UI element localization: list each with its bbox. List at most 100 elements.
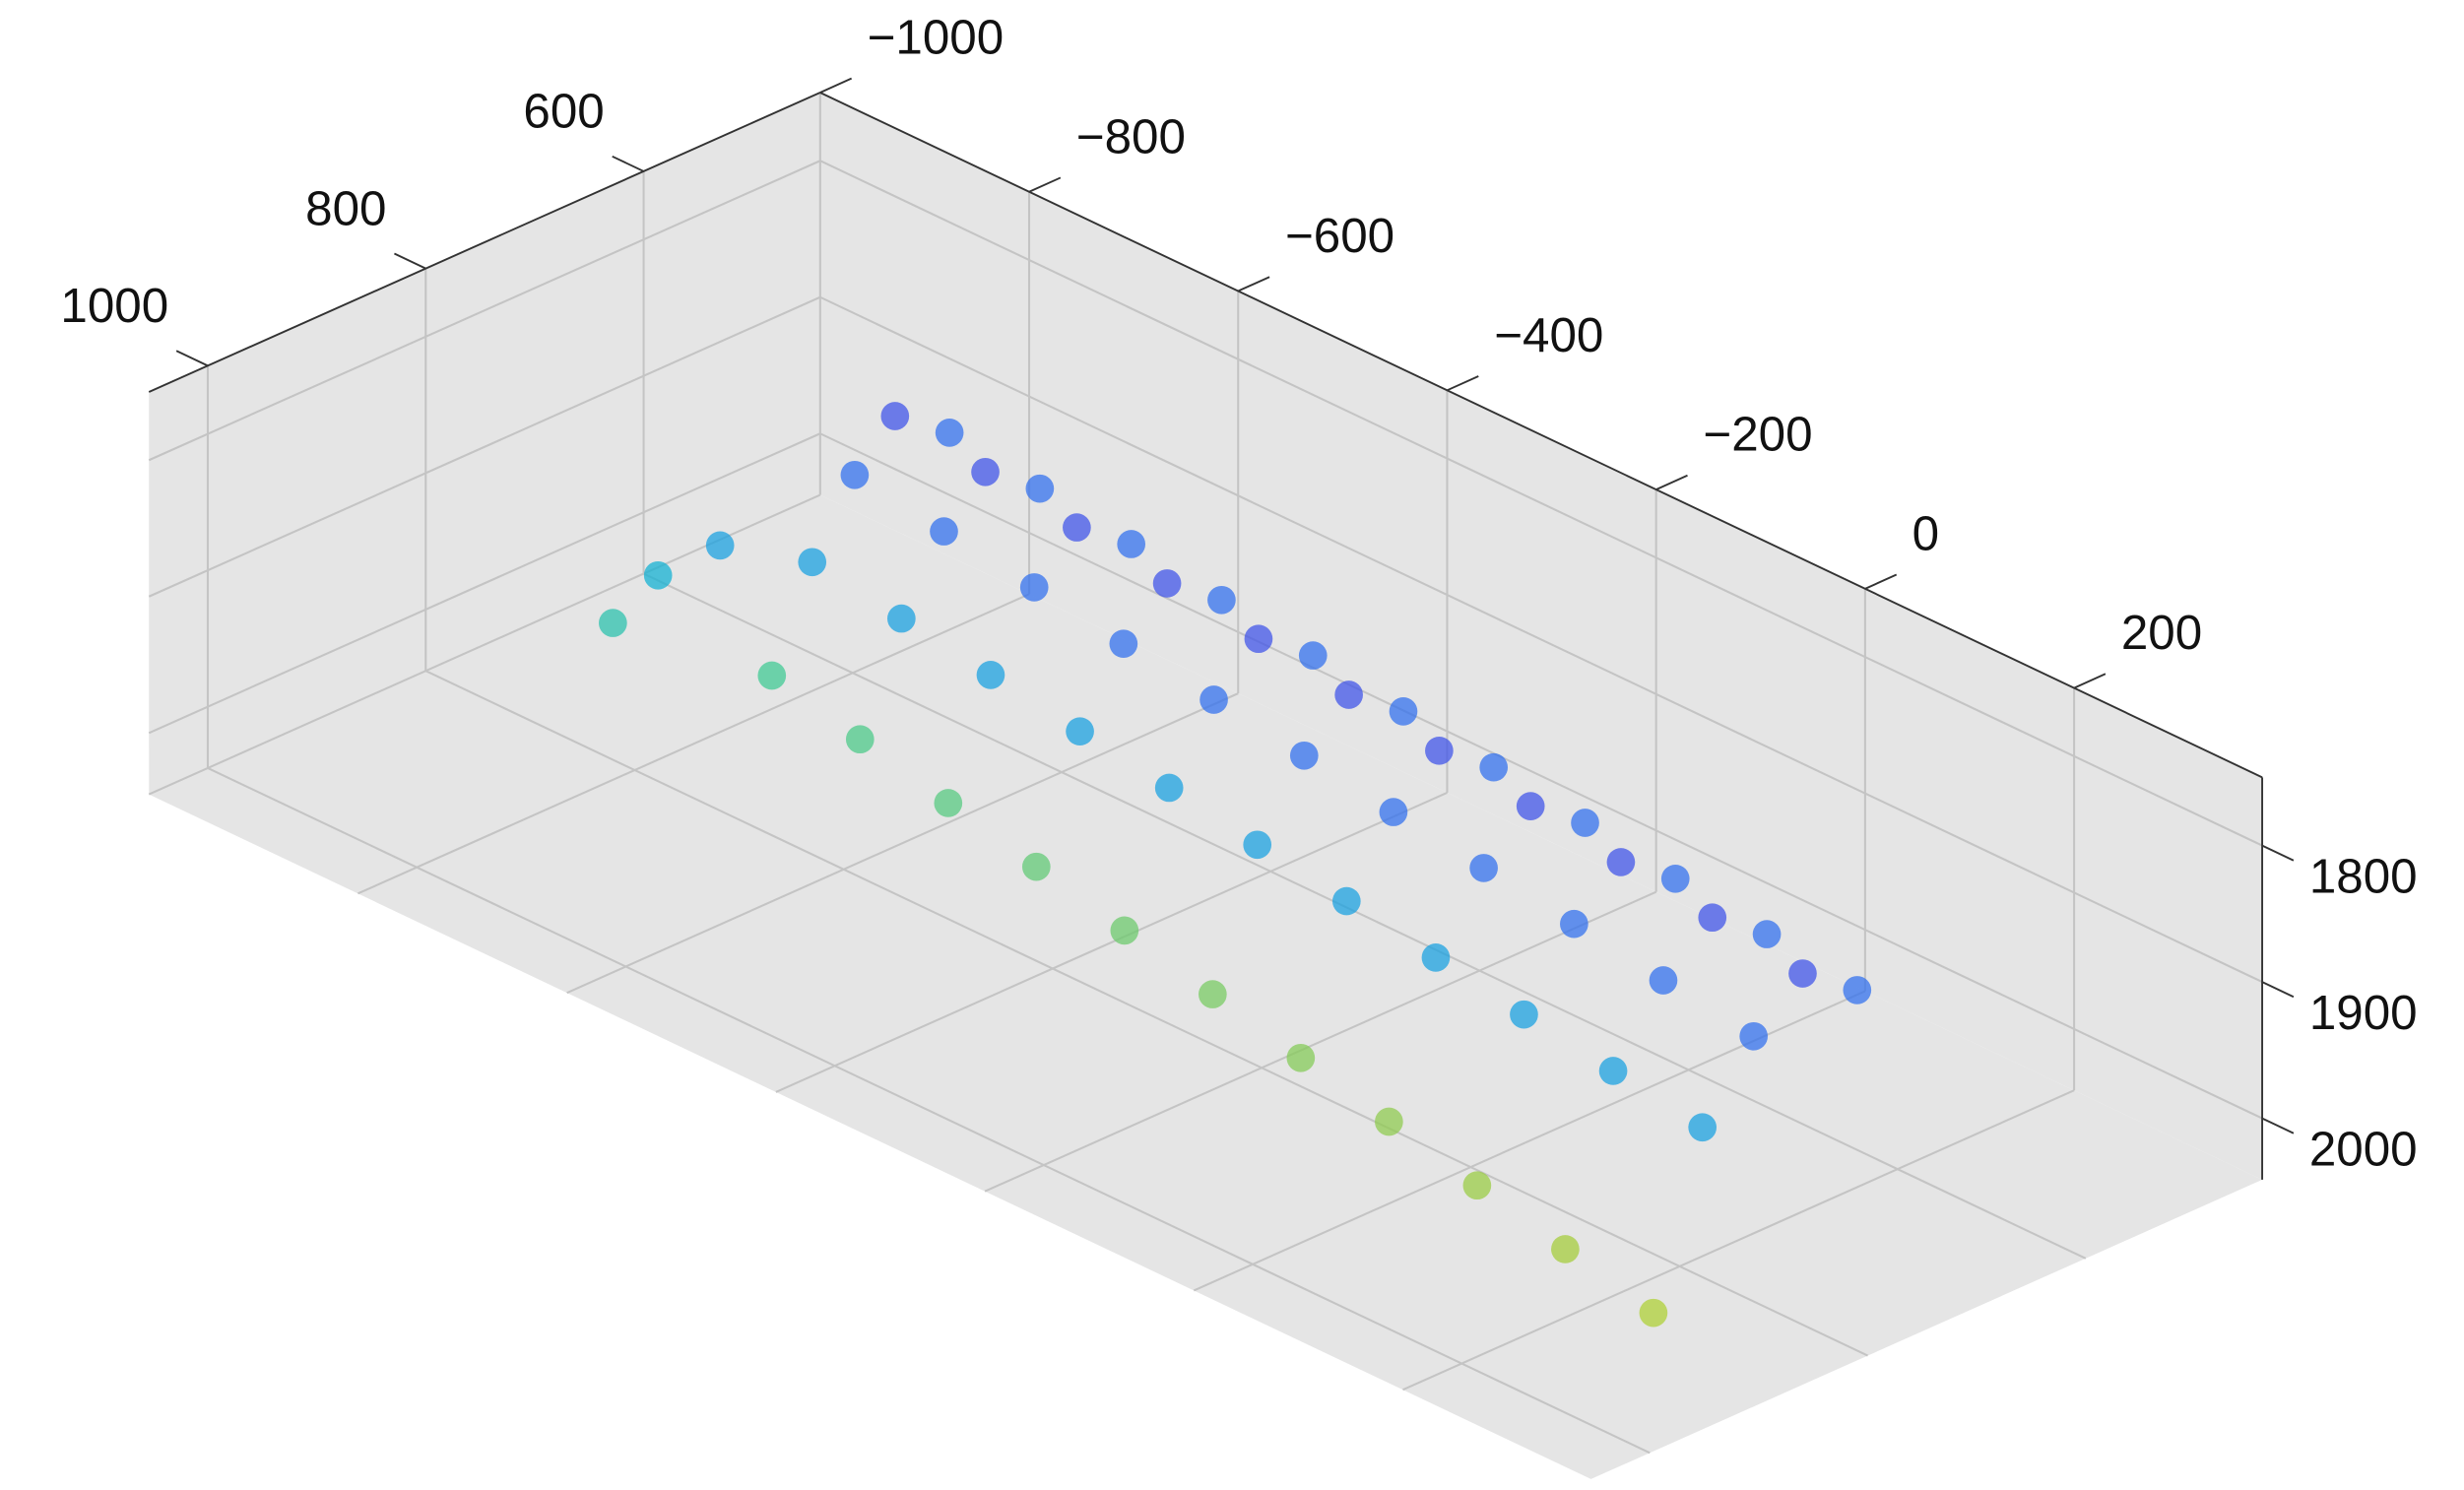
point bbox=[1375, 1107, 1403, 1136]
tick-mark bbox=[1237, 276, 1270, 292]
tick-mark bbox=[1028, 176, 1062, 193]
point bbox=[1462, 1171, 1492, 1200]
y-tick-label: −200 bbox=[1703, 408, 1812, 462]
grid-line bbox=[819, 295, 2263, 984]
point bbox=[1510, 1000, 1538, 1029]
point bbox=[887, 604, 916, 633]
point bbox=[1606, 848, 1636, 876]
point bbox=[1598, 1057, 1628, 1085]
point bbox=[1200, 685, 1228, 714]
point bbox=[1660, 864, 1690, 893]
tick-mark bbox=[612, 155, 644, 172]
point bbox=[1479, 752, 1509, 782]
point bbox=[1199, 980, 1227, 1008]
point bbox=[880, 402, 910, 430]
grid-line bbox=[819, 432, 2263, 1120]
point bbox=[1571, 809, 1599, 837]
grid-line bbox=[984, 890, 1657, 1193]
point bbox=[1117, 530, 1146, 558]
y-tick-label: −800 bbox=[1076, 109, 1186, 163]
point bbox=[1021, 852, 1051, 881]
point bbox=[1025, 474, 1055, 503]
point bbox=[976, 661, 1005, 689]
point bbox=[1698, 903, 1727, 933]
point bbox=[1389, 697, 1418, 726]
point bbox=[1752, 920, 1782, 948]
y-tick-label: −1000 bbox=[868, 10, 1005, 64]
grid-line bbox=[424, 670, 1868, 1357]
point bbox=[1207, 585, 1236, 615]
point bbox=[1286, 1043, 1316, 1072]
point bbox=[1063, 513, 1091, 542]
tick-mark bbox=[1655, 474, 1688, 490]
y-tick-label: 200 bbox=[2121, 606, 2202, 660]
point bbox=[935, 419, 964, 447]
point bbox=[1788, 959, 1817, 988]
z-tick-label: 1800 bbox=[2309, 850, 2418, 904]
y-tick-label: −400 bbox=[1494, 308, 1603, 362]
grid-line bbox=[1402, 1089, 2075, 1392]
point bbox=[1379, 798, 1408, 826]
point bbox=[599, 609, 627, 637]
point bbox=[1551, 1235, 1580, 1263]
pane bbox=[819, 92, 2263, 1180]
y-tick-label: 0 bbox=[1913, 506, 1939, 560]
grid-line bbox=[148, 160, 821, 462]
tick-mark bbox=[1864, 573, 1898, 590]
tick-mark bbox=[2073, 673, 2107, 689]
point bbox=[1152, 569, 1182, 598]
y-tick-label: −600 bbox=[1285, 209, 1394, 263]
grid-line bbox=[643, 572, 2087, 1260]
point bbox=[1244, 624, 1273, 654]
z-tick-label: 1900 bbox=[2309, 986, 2418, 1040]
point bbox=[1739, 1021, 1769, 1051]
grid-line bbox=[148, 295, 821, 598]
plot: 600 800 1000 −1000 −800 −600 −400 −200 0 200 1800 1… bbox=[60, 10, 2418, 1479]
point bbox=[757, 661, 787, 690]
axis-line bbox=[148, 92, 821, 393]
grid-line bbox=[357, 593, 1030, 895]
tick-mark bbox=[2261, 1117, 2295, 1134]
point bbox=[1688, 1113, 1718, 1142]
x-tick-label: 1000 bbox=[60, 279, 168, 333]
z-tick-label: 2000 bbox=[2309, 1123, 2418, 1177]
point bbox=[1516, 792, 1545, 820]
tick-mark bbox=[2261, 844, 2295, 862]
point bbox=[643, 560, 673, 590]
point bbox=[934, 789, 963, 817]
point bbox=[1421, 943, 1451, 972]
x-tick-label: 600 bbox=[523, 85, 604, 139]
grid-line bbox=[819, 160, 2263, 847]
pane bbox=[149, 92, 820, 795]
tick-mark bbox=[819, 77, 853, 94]
point bbox=[1639, 1298, 1668, 1328]
point bbox=[1469, 854, 1498, 882]
point bbox=[1298, 641, 1328, 670]
point bbox=[798, 548, 827, 577]
tick-mark bbox=[394, 252, 426, 270]
point bbox=[840, 460, 870, 489]
tick-mark bbox=[1447, 375, 1479, 392]
x-tick-label: 800 bbox=[305, 181, 386, 235]
point bbox=[1649, 966, 1678, 995]
point bbox=[930, 517, 958, 546]
grid-line bbox=[207, 767, 1651, 1455]
point bbox=[1843, 976, 1872, 1004]
grid-line bbox=[566, 692, 1239, 995]
point bbox=[1110, 916, 1139, 945]
point bbox=[1243, 830, 1272, 860]
point bbox=[1019, 573, 1049, 602]
point bbox=[1560, 909, 1589, 939]
point bbox=[705, 531, 735, 560]
point bbox=[1331, 886, 1361, 916]
point bbox=[1066, 717, 1094, 746]
tick-mark bbox=[2261, 981, 2295, 999]
tick-mark bbox=[175, 350, 209, 367]
point bbox=[1109, 629, 1138, 659]
point bbox=[1334, 680, 1363, 709]
grid-line bbox=[775, 791, 1448, 1093]
grid-line bbox=[148, 432, 821, 735]
point bbox=[845, 725, 875, 754]
point bbox=[1154, 773, 1184, 803]
point bbox=[1289, 741, 1319, 770]
